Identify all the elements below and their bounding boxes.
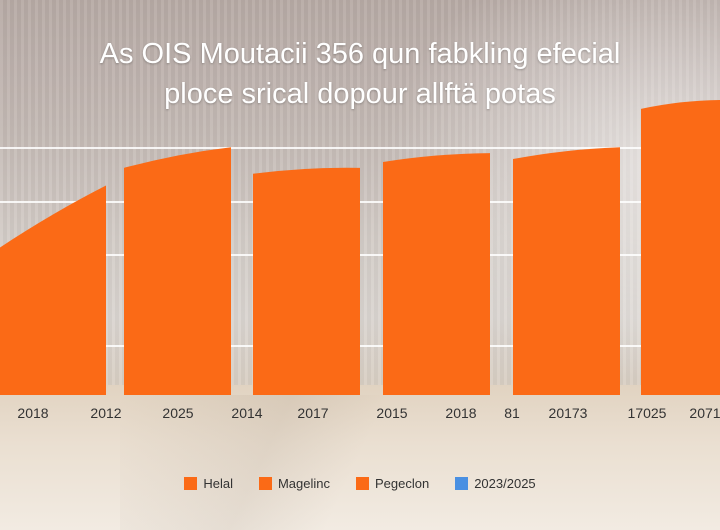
- x-tick-label: 2012: [90, 405, 121, 421]
- legend-item-2: Magelinc: [258, 475, 330, 491]
- legend-item-3: Pegeclon: [355, 475, 430, 491]
- chart-legend: Helal Magelinc Pegeclon 2023/2025: [0, 473, 720, 493]
- title-line-2: ploce srical dopour allftä potas: [164, 78, 556, 110]
- x-tick-label: 2018: [445, 405, 476, 421]
- legend-item-1: Helal: [184, 476, 233, 491]
- bar: [253, 167, 360, 395]
- title-line-1: As OIS Moutacii 356 qun fabkling efecial: [99, 38, 621, 70]
- legend-swatch-2: [258, 476, 272, 490]
- legend-label-3: Pegeclon: [374, 475, 430, 491]
- x-tick-label: 2015: [376, 405, 407, 421]
- x-tick-label: 2018: [17, 405, 48, 421]
- legend-label-2: Magelinc: [277, 475, 330, 491]
- x-tick-label: 2071: [689, 405, 720, 421]
- x-tick-label: 2017: [297, 405, 328, 421]
- legend-label-4: 2023/2025: [474, 475, 536, 491]
- legend-item-4: 2023/2025: [455, 475, 536, 491]
- legend-swatch-1: [184, 476, 198, 490]
- legend-swatch-4: [455, 476, 469, 490]
- bar: [0, 185, 106, 395]
- bar: [124, 147, 231, 395]
- chart-title: As OIS Moutacii 356 qun fabkling efecial…: [0, 34, 720, 114]
- bar: [641, 100, 720, 395]
- x-tick-label: 2014: [231, 405, 262, 421]
- x-tick-label: 81: [504, 405, 520, 421]
- bar: [383, 153, 490, 395]
- floor-shadow: [120, 395, 440, 530]
- x-tick-label: 2025: [162, 405, 193, 421]
- bar: [513, 147, 620, 395]
- wooden-floor: [0, 385, 720, 530]
- x-tick-label: 20173: [549, 405, 588, 421]
- x-tick-label: 17025: [628, 405, 667, 421]
- legend-swatch-3: [355, 476, 369, 490]
- legend-label-1: Helal: [203, 475, 233, 491]
